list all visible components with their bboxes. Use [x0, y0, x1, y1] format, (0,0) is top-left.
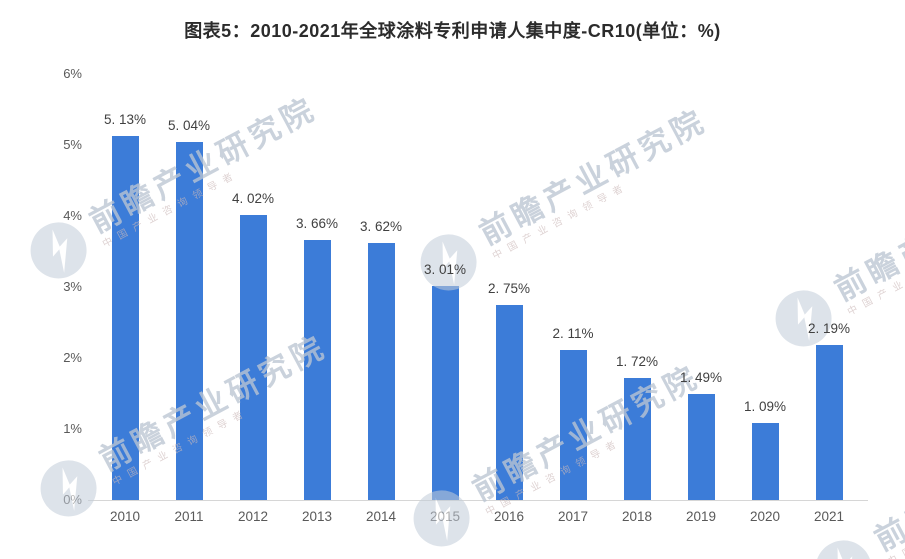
- bar-value-label: 3. 01%: [423, 262, 467, 277]
- y-axis-tick-label: 4%: [63, 208, 82, 223]
- x-axis-tick-label: 2019: [685, 509, 717, 524]
- x-axis-tick-label: 2014: [365, 509, 397, 524]
- bar-value-label: 4. 02%: [231, 191, 275, 206]
- x-axis-line: [88, 500, 868, 501]
- bar-value-label: 3. 62%: [359, 219, 403, 234]
- watermark-brand-text: 前瞻产业研究院: [829, 158, 905, 308]
- bar-2016: [495, 305, 523, 500]
- bar-2013: [303, 240, 331, 500]
- bar-2018: [623, 378, 651, 500]
- bar-value-label: 5. 04%: [167, 118, 211, 133]
- x-axis-tick-label: 2021: [813, 509, 845, 524]
- watermark-brand-text: 前瞻产业研究院: [474, 102, 714, 252]
- bar-2015: [431, 286, 459, 500]
- y-axis-tick-label: 2%: [63, 350, 82, 365]
- x-axis-tick-label: 2017: [557, 509, 589, 524]
- watermark-tagline-text: 中国产业咨询领导者: [885, 486, 905, 559]
- watermark-tagline-text: 中国产业咨询领导者: [845, 236, 905, 319]
- x-axis-tick-label: 2010: [109, 509, 141, 524]
- bar-value-label: 1. 49%: [679, 370, 723, 385]
- bar-2021: [815, 345, 843, 500]
- bar-2012: [239, 215, 267, 500]
- y-axis-tick-label: 0%: [63, 492, 82, 507]
- x-axis-tick-label: 2018: [621, 509, 653, 524]
- y-axis-tick-label: 1%: [63, 421, 82, 436]
- x-axis-tick-label: 2013: [301, 509, 333, 524]
- x-axis-tick-label: 2015: [429, 509, 461, 524]
- bar-value-label: 2. 75%: [487, 281, 531, 296]
- bar-2010: [111, 136, 139, 500]
- x-axis-tick-label: 2020: [749, 509, 781, 524]
- bar-value-label: 2. 19%: [807, 321, 851, 336]
- bar-2011: [175, 142, 203, 500]
- bar-2020: [751, 423, 779, 500]
- bar-2014: [367, 243, 395, 500]
- x-axis-tick-label: 2016: [493, 509, 525, 524]
- y-axis-tick-label: 6%: [63, 66, 82, 81]
- y-axis-tick-label: 5%: [63, 137, 82, 152]
- bar-value-label: 1. 72%: [615, 354, 659, 369]
- watermark-tagline-text: 中国产业咨询领导者: [490, 180, 632, 263]
- bar-value-label: 1. 09%: [743, 399, 787, 414]
- bar-2017: [559, 350, 587, 500]
- x-axis-tick-label: 2012: [237, 509, 269, 524]
- y-axis-tick-label: 3%: [63, 279, 82, 294]
- chart-title: 图表5：2010-2021年全球涂料专利申请人集中度-CR10(单位：%): [184, 21, 721, 41]
- watermark-logo-icon: [815, 540, 872, 559]
- bar-value-label: 3. 66%: [295, 216, 339, 231]
- bar-value-label: 2. 11%: [552, 326, 594, 341]
- bar-2019: [687, 394, 715, 500]
- watermark-brand-text: 前瞻产业研究院: [869, 408, 905, 558]
- x-axis-tick-label: 2011: [174, 509, 204, 524]
- bar-value-label: 5. 13%: [103, 112, 147, 127]
